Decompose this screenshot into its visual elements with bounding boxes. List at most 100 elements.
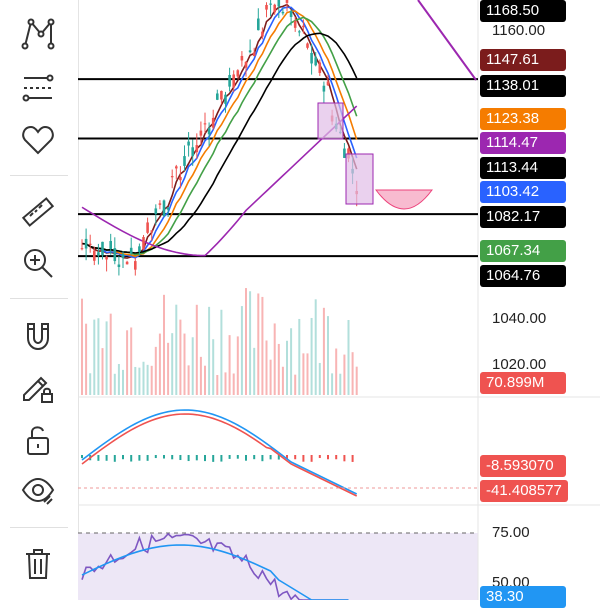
- magnet-button[interactable]: [14, 316, 62, 356]
- candle-body: [302, 25, 305, 28]
- toolbar-divider: [10, 298, 68, 299]
- price-tick: 1020.00: [492, 356, 547, 373]
- macd-histogram-bar: [146, 455, 149, 461]
- candle-body: [220, 90, 223, 100]
- volume-bar: [269, 359, 272, 395]
- highlight-box[interactable]: [317, 102, 344, 140]
- candle-body: [244, 61, 248, 68]
- candle-body: [121, 253, 125, 259]
- volume-bar: [212, 339, 215, 395]
- candle-body: [281, 11, 285, 14]
- candle-body: [125, 261, 129, 265]
- visibility-eye-icon: [21, 477, 55, 505]
- candle-body: [199, 130, 203, 136]
- volume-bar: [105, 321, 108, 395]
- macd-histogram-bar: [204, 455, 206, 462]
- volume-bar: [171, 333, 174, 395]
- candle-body: [187, 141, 190, 146]
- candle-body: [306, 43, 309, 48]
- candle-body: [298, 31, 301, 33]
- candle-body: [203, 123, 207, 125]
- candle-body: [162, 200, 166, 217]
- lock-drawings-button[interactable]: [14, 367, 62, 407]
- macd-histogram-bar: [351, 455, 354, 462]
- volume-bar: [224, 372, 227, 395]
- macd-histogram-bar: [253, 455, 256, 460]
- magnet-icon: [27, 323, 49, 351]
- candle-body: [138, 246, 141, 252]
- volume-bar: [117, 364, 120, 395]
- macd-histogram-bar: [318, 455, 321, 459]
- volume-bar: [146, 364, 149, 395]
- volume-bar: [187, 365, 190, 395]
- chart-canvas[interactable]: [78, 0, 600, 601]
- chart-area[interactable]: 1160.00 1040.00 1020.00 1168.50 1147.61 …: [78, 0, 600, 608]
- volume-bar: [220, 309, 223, 395]
- moving-average-line: [81, 105, 358, 257]
- macd-histogram-bar: [212, 455, 215, 462]
- drawing-toolbar: [0, 0, 79, 600]
- macd-histogram-bar: [302, 455, 305, 462]
- candle-body: [97, 252, 100, 256]
- price-tick: 1160.00: [492, 22, 546, 39]
- volume-bar: [126, 330, 129, 395]
- volume-bar: [290, 328, 293, 395]
- macd-histogram-bar: [163, 455, 165, 459]
- volume-bar: [265, 340, 268, 395]
- rsi-label: 38.30: [480, 586, 566, 608]
- curve-drawing[interactable]: [375, 189, 433, 210]
- macd-histogram-bar: [130, 455, 133, 462]
- candle-body: [326, 81, 330, 86]
- volume-bar: [158, 333, 161, 395]
- delete-button[interactable]: [14, 544, 62, 584]
- volume-bar: [355, 366, 358, 395]
- fib-tool-button[interactable]: [14, 68, 62, 108]
- candle-body: [224, 94, 227, 104]
- unlock-icon: [27, 426, 49, 455]
- volume-bar: [236, 336, 239, 395]
- volume-bar: [306, 353, 309, 395]
- macd-histogram-bar: [294, 455, 297, 460]
- volume-bar: [130, 327, 133, 395]
- candle-body: [146, 222, 149, 233]
- candle-body: [228, 74, 231, 87]
- volume-bar: [154, 346, 157, 395]
- price-label: 1067.34: [480, 240, 566, 262]
- volume-bar: [81, 298, 83, 395]
- moving-average-line: [81, 3, 358, 259]
- volume-bar: [335, 348, 338, 395]
- highlight-box[interactable]: [345, 153, 374, 205]
- volume-bar: [249, 291, 252, 395]
- macd-pane: [81, 409, 358, 497]
- macd-histogram-bar: [327, 455, 329, 460]
- pattern-tool-button[interactable]: [14, 14, 62, 54]
- macd-histogram-bar: [81, 455, 83, 459]
- volume-bar: [273, 323, 276, 395]
- volume-bar: [163, 294, 165, 395]
- price-label: 1113.44: [480, 157, 566, 179]
- favorites-heart-icon: [22, 125, 54, 155]
- macd-histogram-bar: [179, 455, 182, 461]
- favorites-button[interactable]: [14, 120, 62, 160]
- price-label: 1123.38: [480, 108, 566, 130]
- candle-body: [347, 148, 350, 159]
- volume-bar: [150, 365, 153, 395]
- ruler-button[interactable]: [14, 192, 62, 232]
- visibility-button[interactable]: [14, 470, 62, 510]
- price-label: 1103.42: [480, 181, 566, 203]
- volume-bar: [183, 333, 186, 395]
- candle-body: [322, 85, 326, 92]
- unlock-button[interactable]: [14, 420, 62, 460]
- volume-bar: [257, 293, 260, 395]
- zoom-in-button[interactable]: [14, 243, 62, 283]
- volume-bar: [216, 374, 219, 395]
- rsi-tick: 75.00: [492, 524, 530, 541]
- volume-bar: [122, 369, 124, 395]
- pattern-tool-icon: [21, 18, 55, 50]
- candle-body: [257, 18, 260, 31]
- rsi-band: [78, 533, 478, 600]
- volume-bar: [101, 348, 104, 395]
- toolbar-divider: [10, 527, 68, 528]
- volume-bar: [347, 320, 350, 395]
- moving-average-line: [81, 6, 358, 259]
